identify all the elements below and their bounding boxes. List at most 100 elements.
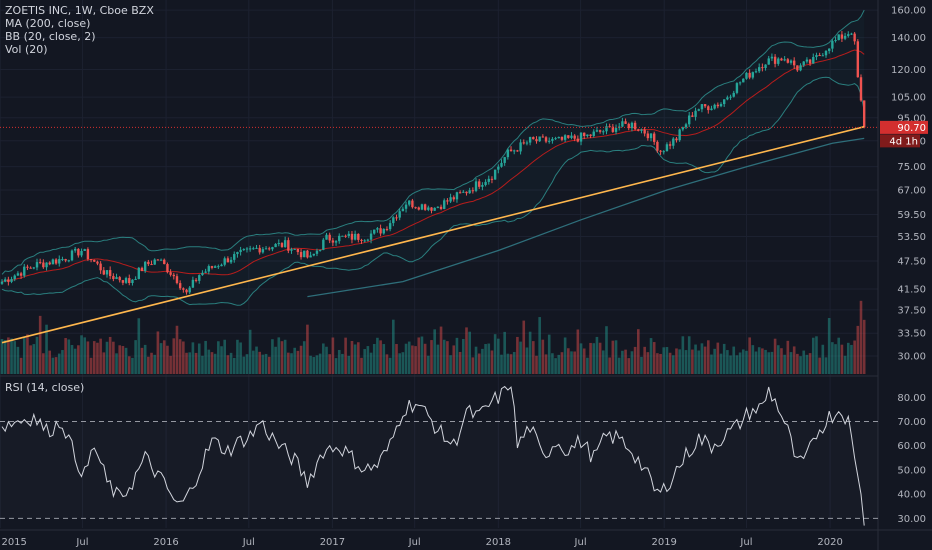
volume-bar-211 — [671, 355, 675, 374]
candle-4 — [13, 275, 16, 280]
volume-bar-49 — [156, 331, 160, 374]
volume-bar-229 — [729, 355, 732, 374]
candle-83 — [264, 248, 268, 250]
volume-bar-255 — [811, 337, 815, 374]
volume-bar-48 — [153, 354, 157, 374]
volume-bar-113 — [360, 357, 363, 374]
volume-bar-53 — [169, 355, 172, 374]
candle-142 — [452, 197, 455, 200]
candle-244 — [777, 58, 780, 64]
volume-bar-122 — [388, 357, 392, 374]
candle-156 — [497, 166, 500, 170]
volume-bar-115 — [366, 346, 370, 374]
candle-227 — [722, 99, 726, 105]
volume-bar-11 — [35, 336, 39, 374]
candle-87 — [277, 243, 280, 245]
candle-118 — [376, 228, 379, 230]
candle-181 — [576, 138, 580, 142]
candle-16 — [51, 259, 55, 265]
candle-246 — [783, 59, 786, 61]
price-tick-label-8: 59.50 — [897, 210, 926, 221]
candle-26 — [83, 249, 86, 251]
volume-bar-5 — [16, 346, 20, 374]
candle-256 — [815, 55, 818, 57]
candle-5 — [16, 273, 20, 276]
rsi-legend[interactable]: RSI (14, close) — [5, 381, 85, 394]
trendline[interactable] — [0, 125, 878, 344]
candle-147 — [468, 190, 471, 194]
volume-bar-111 — [353, 344, 357, 374]
volume-bar-87 — [277, 337, 281, 374]
last-price-tag-bg — [880, 120, 928, 134]
volume-bar-6 — [19, 357, 23, 374]
candle-269 — [856, 41, 860, 78]
vol-legend[interactable]: Vol (20) — [5, 43, 48, 56]
candle-174 — [554, 138, 557, 140]
candle-122 — [388, 223, 392, 230]
candle-55 — [175, 276, 179, 284]
candle-180 — [573, 135, 576, 139]
price-tick-label-2: 120.00 — [891, 65, 926, 76]
volume-bar-167 — [532, 341, 535, 374]
volume-bar-78 — [248, 329, 252, 374]
time-tick-label-2: 2016 — [153, 537, 178, 548]
volume-bar-123 — [392, 319, 395, 374]
candle-113 — [360, 239, 363, 241]
price-axis[interactable]: 160.00140.00120.00105.0095.0085.0075.006… — [891, 6, 926, 525]
volume-bar-243 — [773, 338, 777, 374]
candle-169 — [538, 136, 541, 142]
candle-214 — [681, 127, 685, 130]
candle-237 — [754, 71, 758, 73]
time-tick-label-7: Jul — [574, 537, 587, 548]
volume-bar-150 — [477, 353, 481, 374]
volume-bar-228 — [726, 350, 729, 374]
volume-bar-31 — [99, 338, 102, 374]
candle-186 — [592, 131, 595, 136]
volume-bar-37 — [118, 345, 122, 374]
candle-166 — [528, 137, 532, 143]
volume-bar-28 — [89, 357, 93, 374]
volume-bar-124 — [395, 344, 398, 374]
volume-bar-270 — [859, 300, 863, 374]
volume-bar-50 — [159, 343, 163, 374]
candle-106 — [338, 235, 341, 242]
candle-65 — [207, 266, 210, 272]
candle-145 — [462, 191, 465, 193]
volume-bar-149 — [474, 346, 478, 374]
candle-170 — [541, 136, 545, 138]
volume-bar-103 — [328, 354, 331, 374]
volume-bar-13 — [42, 353, 45, 374]
volume-bar-85 — [271, 339, 274, 374]
volume-bar-215 — [684, 350, 688, 374]
candle-245 — [780, 58, 783, 61]
candle-229 — [729, 96, 732, 98]
candle-103 — [328, 234, 331, 241]
volume-bar-22 — [70, 345, 74, 374]
candle-270 — [859, 77, 863, 101]
volume-bar-208 — [662, 347, 666, 374]
candle-1 — [3, 279, 7, 282]
volume-bar-55 — [175, 325, 179, 374]
bb-legend[interactable]: BB (20, close, 2) — [5, 30, 96, 43]
candle-15 — [48, 262, 51, 265]
candle-261 — [831, 40, 834, 49]
candle-143 — [455, 192, 459, 200]
volume-bar-170 — [541, 339, 545, 374]
candle-201 — [640, 129, 643, 131]
volume-bar-266 — [846, 342, 850, 374]
candle-59 — [188, 287, 191, 293]
volume-bar-131 — [417, 337, 421, 374]
candle-22 — [70, 250, 74, 261]
volume-bar-219 — [697, 350, 701, 374]
time-axis[interactable]: 2015 Jul 2016 Jul 2017 Jul 2018 Jul 2019 Jul 2020 — [1, 537, 842, 548]
candle-164 — [522, 142, 525, 144]
volume-bar-15 — [48, 350, 52, 374]
candle-260 — [827, 48, 831, 51]
ma-legend[interactable]: MA (200, close) — [5, 17, 91, 30]
candle-13 — [42, 262, 45, 268]
volume-bar-26 — [83, 337, 87, 374]
candle-205 — [653, 133, 656, 142]
volume-bar-230 — [732, 346, 736, 374]
volume-bar-10 — [32, 344, 36, 374]
